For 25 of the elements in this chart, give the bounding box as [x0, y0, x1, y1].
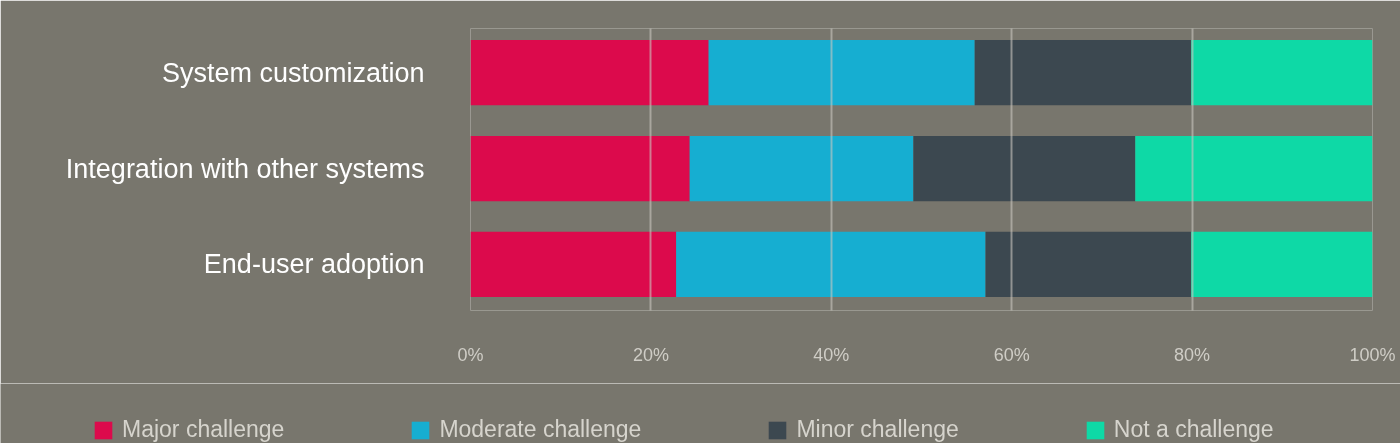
x-tick-label: 100%	[1349, 344, 1396, 365]
y-tick-label: Integration with other systems	[65, 153, 425, 184]
x-tick-label: 0%	[457, 344, 484, 365]
x-tick-label: 40%	[813, 344, 850, 365]
bar	[913, 135, 1136, 202]
x-tick-label: 20%	[632, 344, 669, 365]
bar	[470, 135, 690, 202]
x-tick-label: 60%	[993, 344, 1030, 365]
bar	[689, 135, 914, 202]
legend-label: Major challenge	[122, 416, 285, 443]
bar	[985, 231, 1192, 298]
bar	[708, 40, 975, 106]
x-tick-label: 80%	[1174, 344, 1211, 365]
bar	[676, 231, 986, 298]
bar	[1135, 135, 1373, 202]
bar	[1191, 40, 1373, 106]
legend-label: Minor challenge	[796, 416, 959, 443]
y-tick-label: End-user adoption	[203, 249, 425, 280]
legend-label: Moderate challenge	[439, 416, 642, 443]
legend-label: Not a challenge	[1113, 416, 1274, 443]
y-tick-label: System customization	[161, 57, 425, 88]
bar	[470, 231, 677, 298]
bar	[974, 40, 1192, 106]
bar	[470, 40, 709, 106]
bar	[1191, 231, 1373, 298]
